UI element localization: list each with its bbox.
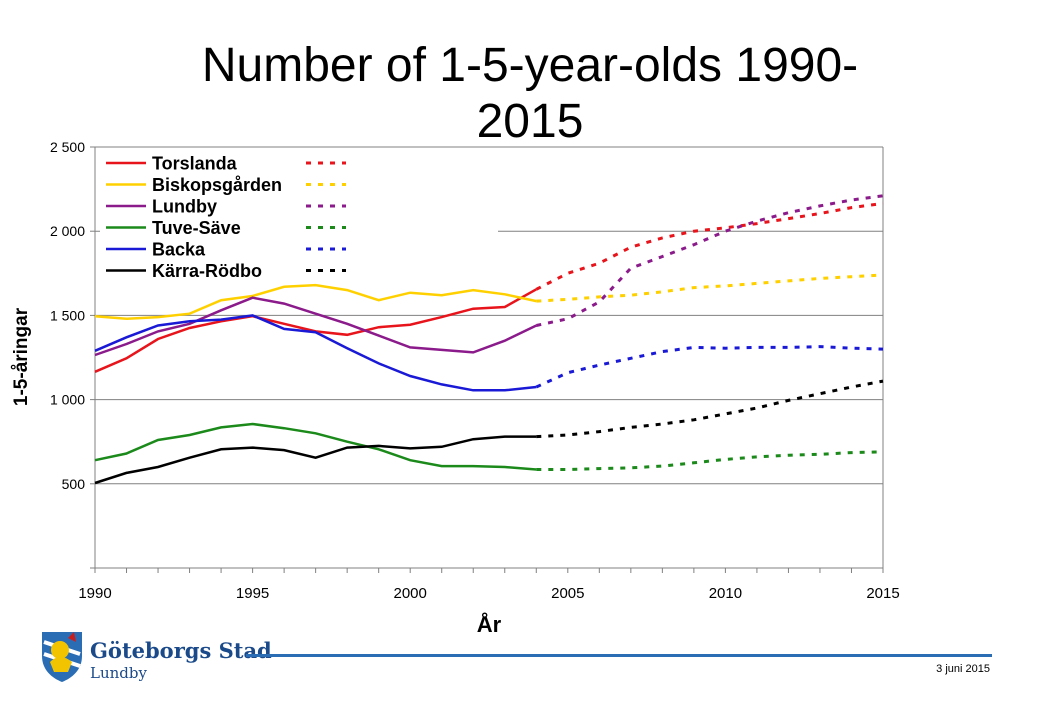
y-tick-label: 2 000 xyxy=(50,223,85,239)
y-tick-label: 500 xyxy=(62,476,86,492)
series-forecast-0 xyxy=(535,201,884,291)
x-tick-label: 1990 xyxy=(78,585,111,602)
series-forecast-5 xyxy=(536,379,884,439)
x-tick-label: 2000 xyxy=(394,585,427,602)
series-line-3 xyxy=(94,422,537,471)
legend-box xyxy=(100,152,498,282)
chart-title: Number of 1-5-year-olds 1990- 2015 xyxy=(201,39,859,148)
series-forecast-2 xyxy=(535,194,884,327)
legend: TorslandaBiskopsgårdenLundbyTuve-SäveBac… xyxy=(106,154,346,281)
legend-label: Tuve-Säve xyxy=(152,218,241,238)
y-tick-label: 1 000 xyxy=(50,392,85,408)
footer-divider xyxy=(246,654,992,657)
y-axis-label: 1-5-åringar xyxy=(11,307,32,406)
legend-label: Backa xyxy=(152,240,206,260)
goteborgs-stad-logo: Göteborgs Stad Lundby xyxy=(38,628,272,688)
legend-label: Lundby xyxy=(152,197,217,217)
x-axis-label: År xyxy=(477,611,502,637)
x-tick-label: 1995 xyxy=(236,585,269,602)
y-tick-label: 2 500 xyxy=(50,139,85,155)
legend-label: Biskopsgården xyxy=(152,175,282,195)
series-line-5 xyxy=(94,435,537,485)
x-tick-label: 2015 xyxy=(866,585,899,602)
series-line-2 xyxy=(94,296,537,357)
footer-date: 3 juni 2015 xyxy=(936,663,990,675)
axes xyxy=(90,146,884,573)
logo-name: Göteborgs Stad xyxy=(90,638,272,663)
series-forecast-3 xyxy=(536,450,884,471)
legend-label: Kärra-Rödbo xyxy=(152,261,262,281)
x-tick-label: 2005 xyxy=(551,585,584,602)
series-forecast-4 xyxy=(535,345,884,389)
legend-label: Torslanda xyxy=(152,154,238,174)
series-line-1 xyxy=(94,283,537,321)
y-tick-label: 1 500 xyxy=(50,307,85,323)
x-tick-label: 2010 xyxy=(709,585,742,602)
series-line-4 xyxy=(94,314,537,392)
logo-subtitle: Lundby xyxy=(90,664,147,682)
series-forecast-1 xyxy=(536,273,884,303)
coat-of-arms-icon xyxy=(42,632,82,682)
series-lines xyxy=(94,194,884,485)
tick-labels: 500 1 000 1 500 2 000 2 500 1990 1995 2000 2005 2… xyxy=(50,139,900,602)
